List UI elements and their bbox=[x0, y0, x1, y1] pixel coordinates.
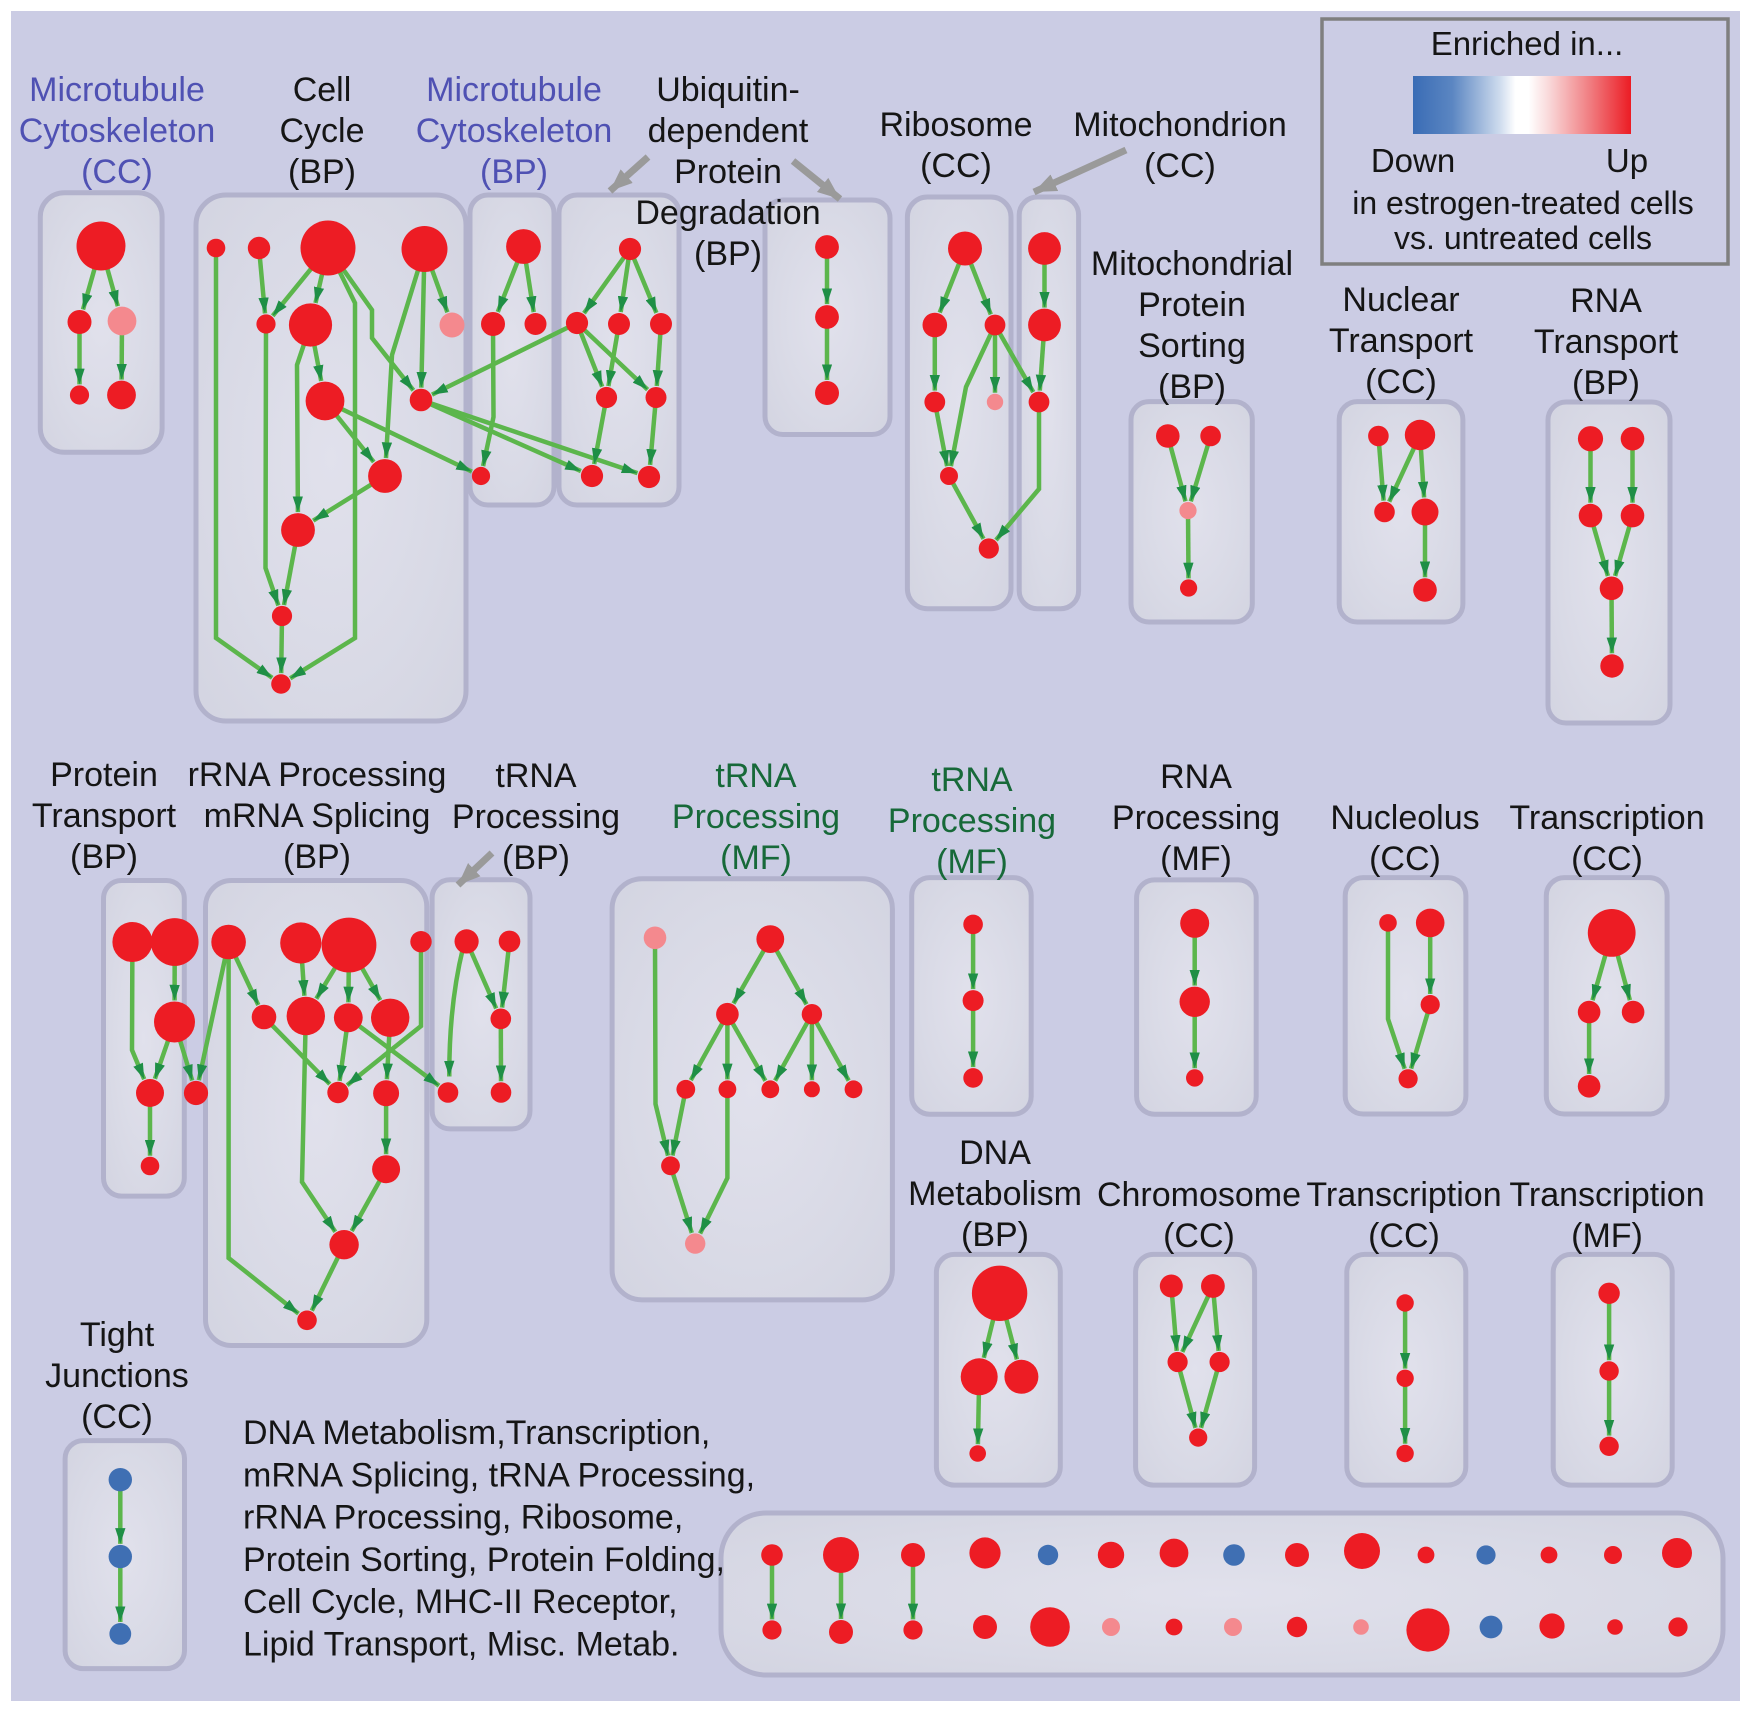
svg-text:Cell: Cell bbox=[293, 71, 352, 109]
svg-text:(CC): (CC) bbox=[1571, 840, 1643, 878]
svg-text:Processing: Processing bbox=[888, 802, 1056, 840]
svg-text:Cycle: Cycle bbox=[279, 112, 364, 150]
svg-text:Nucleolus: Nucleolus bbox=[1330, 799, 1479, 837]
svg-text:Mitochondrion: Mitochondrion bbox=[1073, 106, 1287, 144]
svg-text:(CC): (CC) bbox=[1369, 840, 1441, 878]
svg-text:Enriched in...: Enriched in... bbox=[1431, 25, 1624, 62]
svg-text:Transcription: Transcription bbox=[1509, 799, 1704, 837]
svg-text:(CC): (CC) bbox=[1144, 147, 1216, 185]
svg-text:in estrogen-treated cells: in estrogen-treated cells bbox=[1352, 185, 1694, 221]
svg-text:dependent: dependent bbox=[648, 112, 809, 150]
svg-text:Cytoskeleton: Cytoskeleton bbox=[416, 112, 613, 150]
svg-text:(BP): (BP) bbox=[1572, 364, 1640, 402]
svg-text:Mitochondrial: Mitochondrial bbox=[1091, 245, 1293, 283]
svg-text:Transport: Transport bbox=[32, 797, 177, 835]
svg-text:vs. untreated cells: vs. untreated cells bbox=[1394, 220, 1652, 256]
svg-text:Microtubule: Microtubule bbox=[426, 71, 602, 109]
svg-text:Protein: Protein bbox=[1138, 286, 1246, 324]
svg-text:(CC): (CC) bbox=[81, 1398, 153, 1436]
svg-text:Sorting: Sorting bbox=[1138, 327, 1246, 365]
svg-text:Metabolism: Metabolism bbox=[908, 1175, 1082, 1213]
svg-text:mRNA Splicing: mRNA Splicing bbox=[204, 797, 431, 835]
svg-text:(CC): (CC) bbox=[920, 147, 992, 185]
svg-text:Degradation: Degradation bbox=[635, 194, 820, 232]
svg-text:Protein: Protein bbox=[674, 153, 782, 191]
svg-text:(CC): (CC) bbox=[1163, 1217, 1235, 1255]
svg-text:RNA: RNA bbox=[1160, 758, 1232, 796]
svg-text:Ribosome: Ribosome bbox=[879, 106, 1032, 144]
svg-text:Nuclear: Nuclear bbox=[1342, 281, 1459, 319]
svg-text:(MF): (MF) bbox=[1160, 840, 1232, 878]
svg-text:Processing: Processing bbox=[452, 798, 620, 836]
svg-text:DNA Metabolism,Transcription,: DNA Metabolism,Transcription, bbox=[243, 1414, 710, 1452]
svg-text:mRNA Splicing, tRNA Processing: mRNA Splicing, tRNA Processing, bbox=[243, 1456, 755, 1494]
svg-text:(BP): (BP) bbox=[1158, 368, 1226, 406]
svg-text:(BP): (BP) bbox=[961, 1216, 1029, 1254]
svg-text:rRNA Processing, Ribosome,: rRNA Processing, Ribosome, bbox=[243, 1499, 683, 1537]
svg-text:Junctions: Junctions bbox=[45, 1357, 189, 1395]
svg-text:Transcription: Transcription bbox=[1509, 1176, 1704, 1214]
svg-text:Tight: Tight bbox=[80, 1316, 155, 1354]
svg-text:(CC): (CC) bbox=[1365, 363, 1437, 401]
svg-text:(BP): (BP) bbox=[480, 153, 548, 191]
svg-text:Lipid Transport, Misc. Metab.: Lipid Transport, Misc. Metab. bbox=[243, 1626, 680, 1664]
svg-text:(BP): (BP) bbox=[70, 838, 138, 876]
svg-text:(MF): (MF) bbox=[1571, 1217, 1643, 1255]
svg-text:tRNA: tRNA bbox=[495, 757, 577, 795]
svg-text:Transcription: Transcription bbox=[1306, 1176, 1501, 1214]
svg-text:(BP): (BP) bbox=[288, 153, 356, 191]
svg-text:Cytoskeleton: Cytoskeleton bbox=[19, 112, 216, 150]
svg-text:Processing: Processing bbox=[672, 798, 840, 836]
svg-text:Protein Sorting, Protein Foldi: Protein Sorting, Protein Folding, bbox=[243, 1541, 725, 1579]
svg-text:Down: Down bbox=[1371, 142, 1455, 179]
svg-text:Cell Cycle, MHC-II Receptor,: Cell Cycle, MHC-II Receptor, bbox=[243, 1583, 678, 1621]
svg-text:Chromosome: Chromosome bbox=[1097, 1176, 1301, 1214]
svg-text:Up: Up bbox=[1606, 142, 1648, 179]
svg-text:Transport: Transport bbox=[1329, 322, 1474, 360]
svg-text:(CC): (CC) bbox=[1368, 1217, 1440, 1255]
svg-text:Transport: Transport bbox=[1534, 323, 1679, 361]
svg-text:Ubiquitin-: Ubiquitin- bbox=[656, 71, 800, 109]
svg-text:(BP): (BP) bbox=[283, 838, 351, 876]
svg-text:(CC): (CC) bbox=[81, 153, 153, 191]
svg-text:rRNA Processing: rRNA Processing bbox=[188, 756, 447, 794]
svg-text:DNA: DNA bbox=[959, 1134, 1031, 1172]
svg-text:Processing: Processing bbox=[1112, 799, 1280, 837]
svg-text:tRNA: tRNA bbox=[715, 757, 797, 795]
svg-text:(MF): (MF) bbox=[720, 839, 792, 877]
svg-text:Protein: Protein bbox=[50, 756, 158, 794]
svg-text:RNA: RNA bbox=[1570, 282, 1642, 320]
svg-text:(BP): (BP) bbox=[694, 235, 762, 273]
svg-text:(MF): (MF) bbox=[936, 843, 1008, 881]
svg-text:(BP): (BP) bbox=[502, 839, 570, 877]
svg-text:Microtubule: Microtubule bbox=[29, 71, 205, 109]
svg-text:tRNA: tRNA bbox=[931, 761, 1013, 799]
